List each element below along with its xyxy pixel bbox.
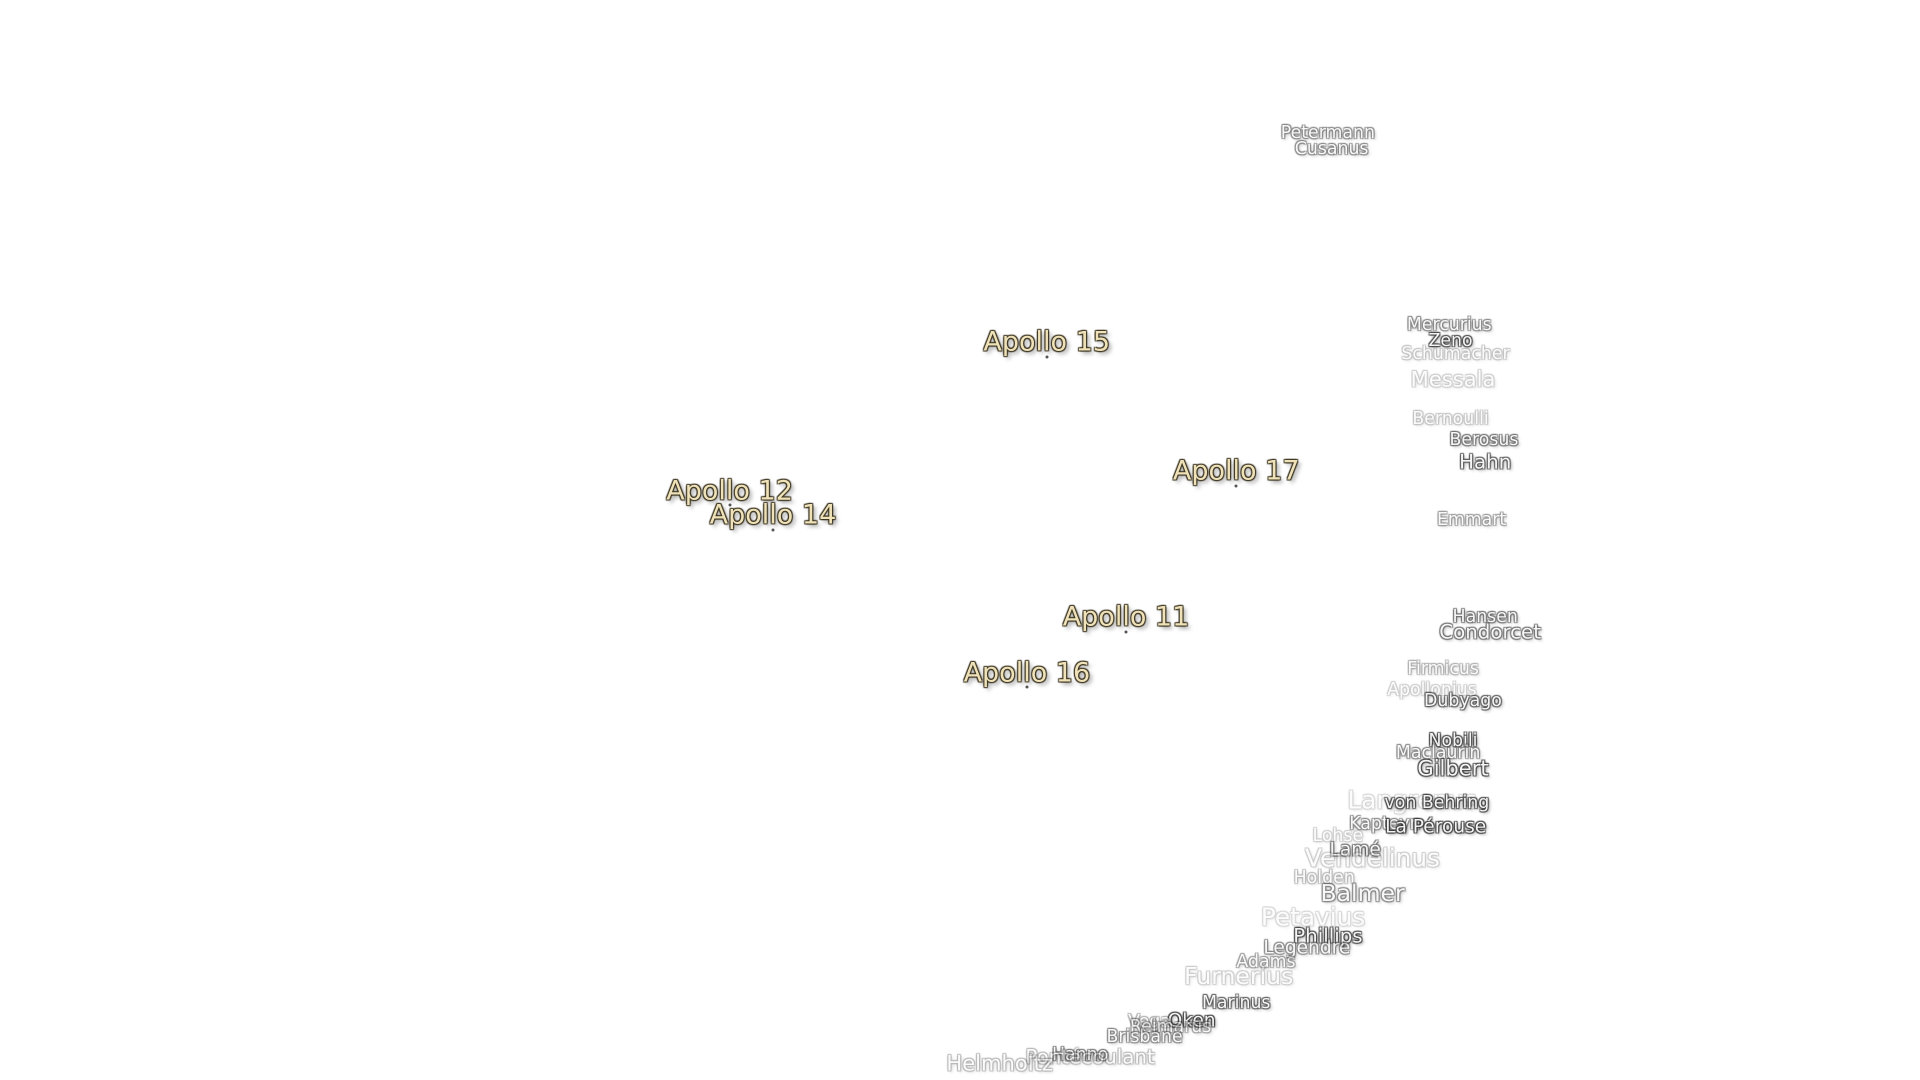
crater-label: Lamé xyxy=(1329,839,1381,861)
site-label: Apollo 15 xyxy=(983,326,1110,358)
crater-label: Helmholtz xyxy=(946,1050,1053,1076)
crater-label: Vendelinus xyxy=(1305,843,1440,873)
crater-label: Hansen xyxy=(1452,606,1518,627)
site-marker xyxy=(728,503,732,507)
crater-label: Hanno xyxy=(1052,1045,1109,1066)
crater-label: Adams xyxy=(1236,952,1296,973)
crater-label: Maclaurin xyxy=(1395,743,1481,764)
crater-label: Langrenus xyxy=(1347,785,1477,815)
crater-label: Mercurius xyxy=(1406,314,1492,335)
site-marker xyxy=(771,528,775,532)
crater-label: Apollonius xyxy=(1387,679,1477,700)
crater-label: Lohse xyxy=(1312,826,1364,847)
crater-label: Marinus xyxy=(1201,993,1271,1014)
crater-label: Messala xyxy=(1410,366,1496,392)
site-marker xyxy=(1234,484,1238,488)
crater-label: Gilbert xyxy=(1417,755,1489,781)
crater-label: Cusanus xyxy=(1294,138,1369,159)
crater-label: Oken xyxy=(1167,1010,1216,1032)
site-label: Apollo 17 xyxy=(1172,455,1300,487)
crater-label: Dubyago xyxy=(1424,691,1502,712)
crater-label: Holden xyxy=(1293,868,1355,889)
crater-label: Emmart xyxy=(1436,510,1507,531)
crater-label: Hahn xyxy=(1459,450,1512,474)
crater-label: Vega xyxy=(1128,1011,1171,1032)
crater-label: Petermann xyxy=(1280,122,1376,143)
crater-label: Balmer xyxy=(1320,879,1405,908)
crater-label: Condorcet xyxy=(1439,620,1542,644)
site-label: Apollo 14 xyxy=(709,499,837,531)
site-label: Apollo 12 xyxy=(666,475,793,507)
crater-label: Brisbane xyxy=(1106,1026,1183,1047)
crater-label: Petavius xyxy=(1260,902,1366,932)
crater-label: Reimarus xyxy=(1129,1016,1212,1037)
site-label: Apollo 11 xyxy=(1062,601,1190,633)
crater-label: Pontécoulant xyxy=(1025,1045,1155,1069)
site-marker xyxy=(1025,685,1029,689)
crater-label: Nobili xyxy=(1428,730,1478,751)
site-label: Apollo 16 xyxy=(963,657,1091,689)
crater-label: Zeno xyxy=(1428,330,1473,351)
crater-label: La Pérouse xyxy=(1385,816,1487,838)
crater-label: Kapteyn xyxy=(1349,813,1421,834)
crater-label: Legendre xyxy=(1263,937,1351,959)
crater-label: von Behring xyxy=(1384,792,1490,813)
crater-label: Berosus xyxy=(1449,429,1519,450)
crater-label: Phillips xyxy=(1293,924,1363,948)
crater-label: Firmicus xyxy=(1407,658,1479,679)
site-marker xyxy=(1045,355,1049,359)
crater-label: Schumacher xyxy=(1401,344,1510,365)
site-marker xyxy=(1124,630,1128,634)
crater-label: Bernoulli xyxy=(1412,408,1489,429)
crater-label: Furnerius xyxy=(1184,962,1294,991)
